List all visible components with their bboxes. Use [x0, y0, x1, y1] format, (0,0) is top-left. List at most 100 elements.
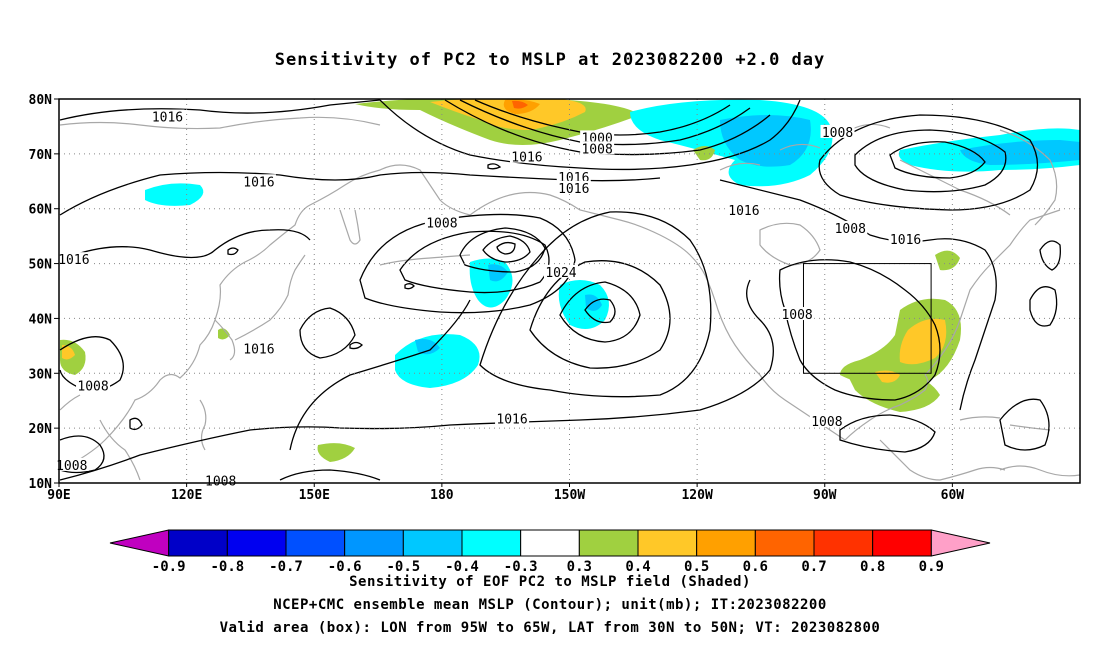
shade-positive-pacific-south [317, 443, 355, 462]
contour-hudson-low-mid [854, 129, 1007, 193]
coast-arctic-islands [719, 123, 1011, 216]
contour-label-bg [833, 220, 868, 234]
contour-label: 1016 [152, 111, 183, 126]
shade-yellow-india [62, 345, 75, 360]
coast-canada-east [989, 209, 1061, 266]
colorbar-swatch [813, 529, 874, 557]
lon-label: 150E [299, 488, 330, 503]
contour-label-bg [726, 202, 761, 216]
sensitivity-shading [60, 99, 1080, 462]
colorbar-swatch [637, 529, 698, 557]
contour-label-bg [241, 174, 276, 188]
shade-red-arctic [512, 100, 528, 109]
contour-1016-atlantic [999, 398, 1050, 451]
lon-label: 150W [554, 488, 585, 503]
lat-label: 20N [29, 422, 53, 437]
plot-frame [58, 98, 1081, 484]
colorbar [109, 529, 991, 557]
colorbar-label: 0.8 [860, 559, 885, 575]
colorbar-swatch [168, 529, 228, 557]
colorbar-label: 0.4 [625, 559, 650, 575]
contour-aleutian-low-1008 [459, 227, 546, 273]
coast-hudson [759, 222, 821, 266]
colorbar-labels: -0.9 -0.8 -0.7 -0.6 -0.5 -0.4 -0.3 0.3 0.4 0.5 0.6… [152, 559, 944, 575]
shade-negative-pacific-south [395, 334, 480, 388]
contour-aleutian-low-inner [482, 235, 531, 263]
contour-label: 1008 [426, 216, 457, 231]
coast-central-america [879, 439, 1006, 481]
contour-label-bg [424, 215, 459, 229]
contour-aleutian-low-core [496, 241, 516, 255]
contour-label-bg [241, 341, 276, 355]
colorbar-label: 0.5 [684, 559, 709, 575]
contour-1016-subtropic [59, 279, 774, 481]
coast-south-america [999, 465, 1080, 477]
coast-arctic-siberia [59, 116, 381, 130]
contour-small-3 [349, 341, 363, 350]
coast-india [59, 394, 81, 411]
colorbar-label: -0.5 [386, 559, 420, 575]
contour-hudson-low-inner [889, 141, 986, 179]
shade-negative-pacific-north-2 [488, 264, 508, 282]
contour-pacific-high-inner [559, 281, 641, 343]
contour-label: 1016 [511, 151, 542, 166]
colorbar-swatch [461, 529, 522, 557]
caption-contour: NCEP+CMC ensemble mean MSLP (Contour); u… [273, 597, 827, 613]
longitude-labels: 90E 120E 150E 180 150W 120W 90W 60W [47, 483, 964, 503]
contour-1008-us [778, 259, 941, 401]
shade-positive-japan [218, 328, 230, 340]
lat-label: 30N [29, 367, 53, 382]
shade-negative-pacific-central [558, 280, 609, 329]
colorbar-label: -0.6 [328, 559, 362, 575]
contour-1016-canada [719, 179, 997, 411]
contour-label: 1016 [728, 204, 759, 219]
shade-positive-hudson [693, 146, 715, 161]
contour-label-bg [556, 169, 591, 183]
shade-orange-arctic [430, 99, 586, 130]
contour-arctic-low-3 [444, 99, 771, 156]
lat-label: 60N [29, 203, 53, 218]
colorbar-swatch [402, 529, 463, 557]
contour-label: 1024 [545, 266, 576, 281]
shade-positive-great-lakes [935, 250, 960, 271]
coast-kamchatka [339, 209, 361, 245]
colorbar-swatch [872, 529, 932, 557]
shade-negative-greenland-2 [960, 140, 1080, 165]
contour-pacific-high-core [584, 298, 616, 324]
coast-philippines [199, 399, 207, 451]
colorbar-swatch [344, 529, 404, 557]
contour-label: 1016 [496, 412, 527, 427]
coast-asia-east [59, 164, 471, 471]
contour-small-1 [227, 247, 239, 256]
lat-label: 40N [29, 312, 53, 327]
colorbar-label: 0.3 [567, 559, 592, 575]
shade-negative-pacific-central-2 [585, 294, 602, 311]
contour-label: 1008 [581, 142, 612, 157]
latitude-labels: 80N 70N 60N 50N 40N 30N 20N 10N [29, 93, 59, 492]
contour-label-bg [509, 149, 544, 163]
contour-label: 1008 [205, 474, 236, 489]
contour-1016-arctic [59, 99, 381, 121]
lon-label: 90E [47, 488, 70, 503]
lat-label: 10N [29, 477, 53, 492]
contour-label: 1008 [811, 415, 842, 430]
contour-label-bg [780, 307, 815, 321]
lon-label: 90W [813, 488, 837, 503]
colorbar-label: -0.9 [152, 559, 186, 575]
contour-label-bg [76, 378, 111, 392]
colorbar-swatch [226, 529, 287, 557]
colorbar-swatch [696, 529, 756, 557]
contour-1016-greenland-east [1039, 240, 1061, 271]
contour-label-bg [820, 124, 855, 138]
contour-label-bg [543, 264, 578, 278]
contour-label: 1008 [835, 222, 866, 237]
contour-label: 1008 [56, 459, 87, 474]
contour-1016-china [299, 307, 356, 359]
coast-korea [214, 319, 236, 361]
colorbar-swatch [285, 529, 346, 557]
contour-label-bg [150, 109, 185, 123]
contour-aleutian-low-mid [399, 230, 550, 294]
lat-label: 50N [29, 258, 53, 273]
contour-1008-asia [59, 336, 124, 391]
